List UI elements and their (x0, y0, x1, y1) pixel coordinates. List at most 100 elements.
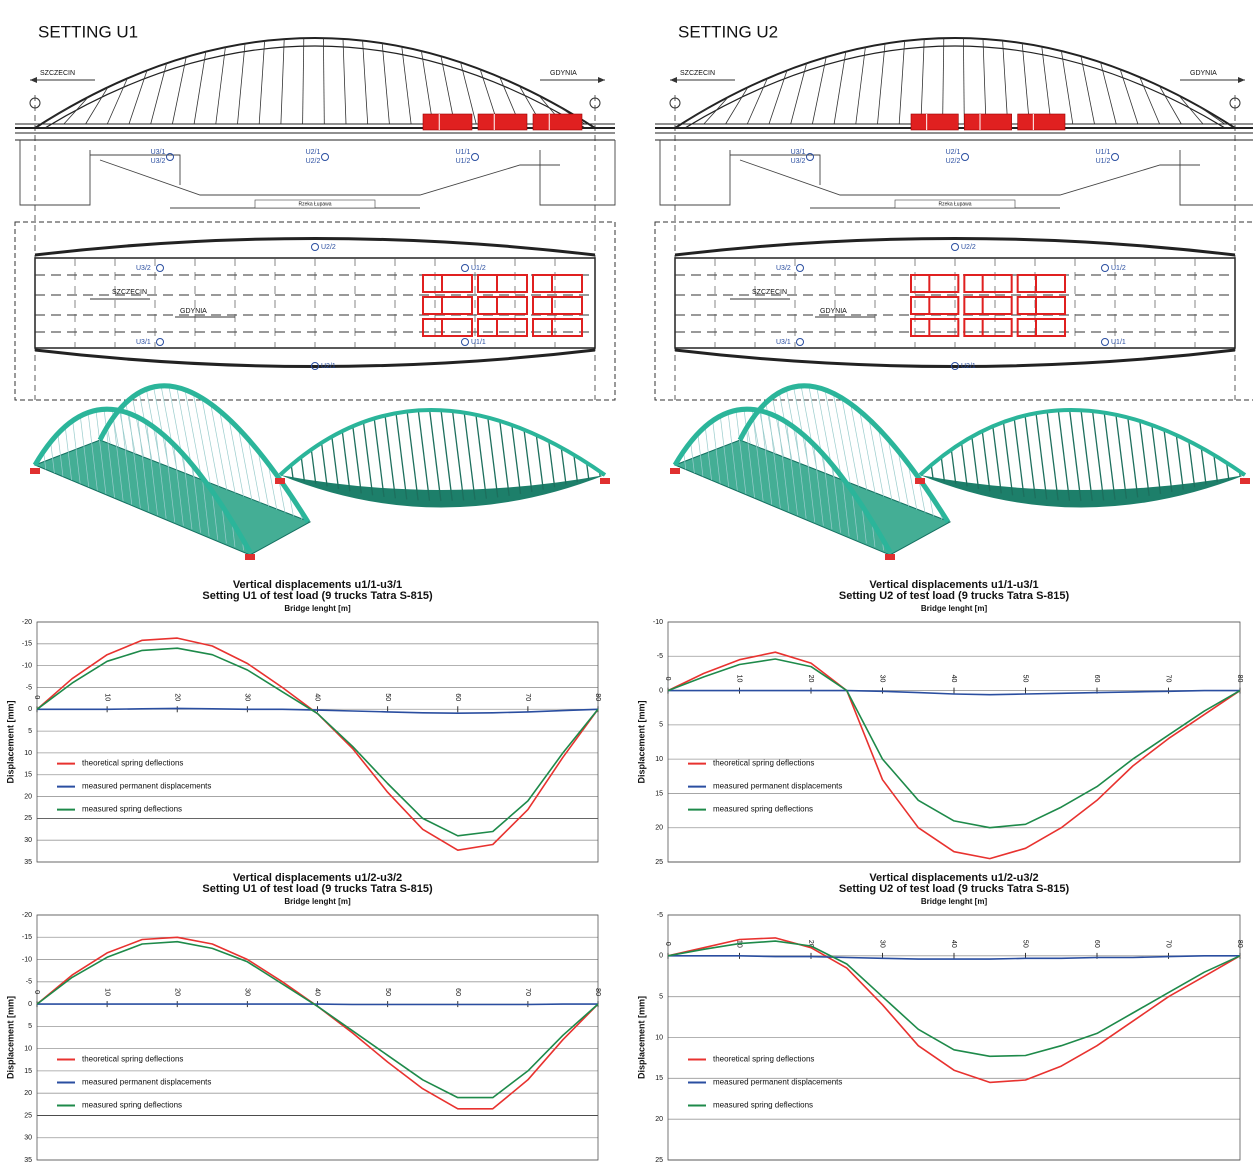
model-hanger (137, 417, 150, 512)
legend-label: measured spring deflections (713, 805, 813, 814)
sensor-label: U2/1 (946, 149, 961, 156)
y-tick-label: 25 (24, 1112, 32, 1119)
sensor (796, 338, 804, 346)
y-tick-label: -5 (26, 684, 32, 691)
legend-label: theoretical spring deflections (713, 759, 814, 768)
series-line (668, 955, 1240, 960)
truck-plan (532, 296, 583, 315)
hanger (746, 78, 768, 125)
x-tick-label: 20 (173, 693, 180, 701)
sensor-label: U2/2 (306, 158, 321, 165)
model-hanger (228, 419, 244, 497)
model-hanger (697, 433, 704, 477)
hanger (460, 62, 477, 125)
x-tick-label: 40 (950, 675, 957, 683)
y-tick-label: 35 (24, 859, 32, 866)
model-hanger (57, 433, 64, 477)
model-hanger (768, 413, 781, 509)
river (254, 199, 376, 209)
model-hanger (511, 424, 522, 495)
model-hanger (1024, 415, 1037, 499)
y-tick-label: 5 (28, 1023, 32, 1030)
model-hanger (1057, 410, 1071, 501)
model-hanger (851, 490, 859, 540)
x-tick-label: 0 (664, 942, 671, 946)
model-hanger (1225, 462, 1230, 480)
y-tick-label: 0 (659, 953, 663, 960)
hanger (302, 38, 305, 125)
model-hanger (751, 409, 764, 502)
series-line (668, 689, 1240, 696)
hanger (440, 56, 455, 125)
truck-plan (910, 296, 960, 315)
model-hanger (841, 397, 859, 487)
y-tick-label: 5 (659, 722, 663, 729)
x-tick-label: 60 (454, 988, 461, 996)
truck (910, 113, 959, 131)
model-hanger (487, 417, 499, 498)
chart-subtitle: Setting U1 of test load (9 trucks Tatra … (202, 590, 433, 602)
sensor (951, 243, 959, 251)
model-deck (33, 439, 312, 556)
east-label: GDYNIA (1190, 70, 1217, 77)
x-tick-label: 20 (173, 988, 180, 996)
plan-arch (674, 237, 1236, 257)
model-deck (920, 475, 1245, 508)
west-label: SZCZECIN (40, 70, 75, 77)
axis-marker (589, 97, 601, 109)
hanger (877, 43, 886, 125)
model-hanger (1188, 440, 1196, 488)
y-tick-label: -5 (657, 653, 663, 660)
bridge-drawing: SETTING U2 SZCZECIN GDYNIA Rzeka Łupawa U3/1… (654, 22, 1253, 560)
model-hanger (832, 465, 841, 533)
x-tick-label: 80 (594, 693, 601, 701)
model-hanger (72, 420, 81, 484)
x-tick-label: 80 (594, 988, 601, 996)
series-line (667, 651, 1241, 860)
model-hanger (804, 435, 816, 523)
y-tick-label: -10 (22, 956, 32, 963)
hanger (128, 70, 148, 125)
chart-subtitle: Setting U2 of test load (9 trucks Tatra … (839, 883, 1070, 895)
hanger (1080, 56, 1095, 125)
hanger (1002, 40, 1009, 125)
sensor-label: U1/1 (456, 149, 471, 156)
chart-subtitle: Setting U2 of test load (9 trucks Tatra … (839, 590, 1070, 602)
arch (44, 45, 586, 129)
y-tick-label: 25 (655, 859, 663, 866)
hanger (258, 40, 265, 125)
x-tick-label: 20 (807, 940, 814, 948)
substructure (659, 140, 1253, 206)
model-hanger (128, 413, 141, 509)
y-axis-label: Displacement [mm] (636, 996, 646, 1079)
model-hanger (79, 416, 90, 488)
plan-arch (34, 348, 596, 368)
hanger (982, 38, 987, 125)
model-hanger (201, 397, 219, 487)
plan-arch (674, 348, 1236, 368)
model-hanger (992, 426, 1002, 494)
y-tick-label: -15 (22, 934, 32, 941)
y-tick-label: 0 (28, 706, 32, 713)
sensor (156, 338, 164, 346)
model-hanger (1151, 424, 1162, 495)
sensor-label: U1/1 (1096, 149, 1111, 156)
x-axis-label: Bridge lenght [m] (921, 897, 988, 906)
y-tick-label: 20 (24, 793, 32, 800)
hanger (85, 87, 109, 125)
chart-title: Vertical displacements u1/2-u3/2 (233, 872, 402, 884)
model-hanger (1002, 421, 1014, 496)
model-hanger (548, 440, 556, 488)
series-line (667, 937, 1241, 1084)
model-hanger (861, 505, 867, 544)
model-hanger (247, 438, 261, 504)
arrow-head (670, 77, 677, 83)
model-hanger (155, 428, 167, 519)
hanger (150, 63, 167, 125)
truck-plan (532, 318, 583, 337)
model-hanger (168, 385, 186, 474)
east-label: GDYNIA (550, 70, 577, 77)
x-tick-label: 70 (1165, 675, 1172, 683)
truck (1017, 113, 1066, 131)
x-axis-label: Bridge lenght [m] (284, 604, 351, 613)
